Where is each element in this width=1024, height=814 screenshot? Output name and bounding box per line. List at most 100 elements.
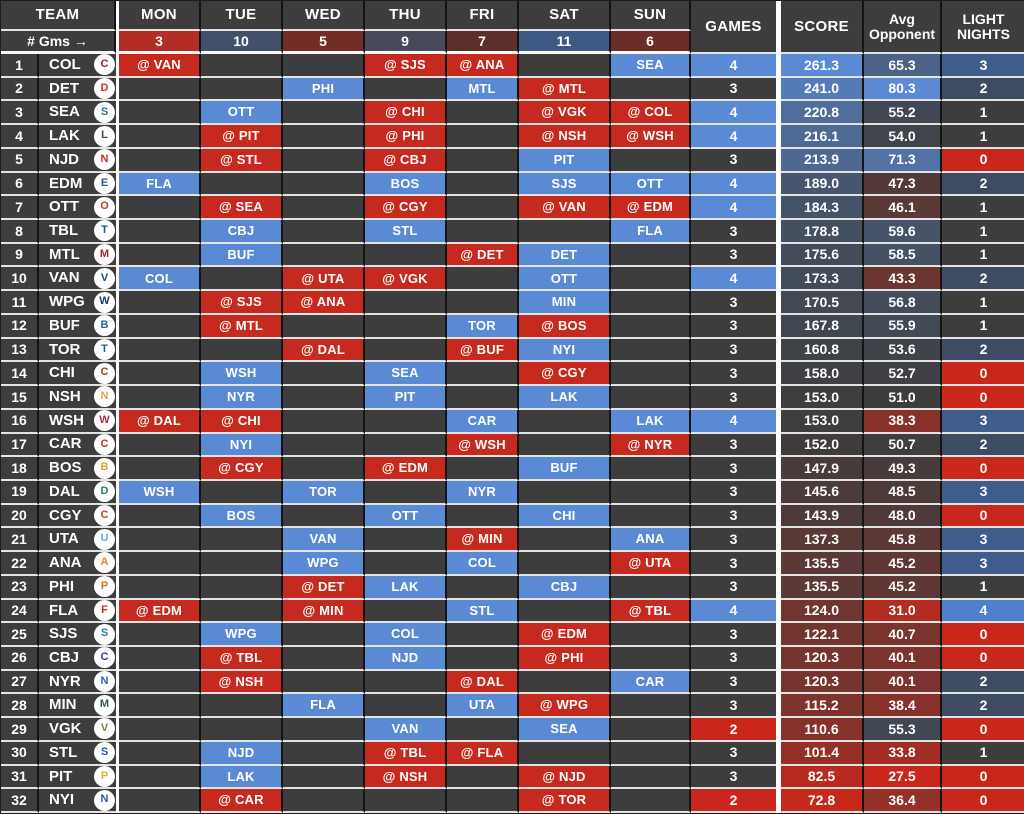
rank-cell: 15 <box>1 386 39 410</box>
day-cell <box>119 433 201 458</box>
day-cell: @ VAN <box>119 54 201 78</box>
column-gap <box>116 1 119 54</box>
day-cell <box>611 243 691 268</box>
team-logo: T <box>94 220 115 242</box>
day-cell <box>447 196 519 221</box>
light-nights-cell: 2 <box>942 694 1024 719</box>
day-cell <box>283 504 365 529</box>
light-nights-cell: 1 <box>942 243 1024 268</box>
team-logo: W <box>94 291 115 313</box>
day-cell <box>283 623 365 647</box>
column-gap <box>776 220 781 244</box>
avg-opponent-cell: 45.2 <box>864 575 942 600</box>
day-cell: @ EDM <box>119 599 201 624</box>
team-logo: D <box>94 78 115 100</box>
light-nights-cell: 2 <box>942 338 1024 363</box>
column-gap <box>116 101 119 126</box>
score-cell: 124.0 <box>781 599 864 624</box>
team-logo: L <box>94 125 115 147</box>
day-cell: @ BOS <box>519 314 611 339</box>
rank-cell: 24 <box>1 599 39 624</box>
light-nights-cell: 2 <box>942 670 1024 695</box>
score-cell: 120.3 <box>781 646 864 671</box>
team-cell: LAK L <box>39 125 116 149</box>
day-cell: WPG <box>283 552 365 576</box>
header-avg-opponent: Avg Opponent <box>864 1 942 54</box>
day-cell: LAK <box>201 765 283 790</box>
team-cell: NYI N <box>39 789 116 813</box>
column-gap <box>116 172 119 197</box>
column-gap <box>776 267 781 292</box>
team-cell: CAR C <box>39 433 116 458</box>
day-cell <box>283 765 365 790</box>
day-cell <box>447 267 519 292</box>
day-cell: CBJ <box>201 220 283 244</box>
column-gap <box>776 718 781 742</box>
team-cell: OTT O <box>39 196 116 221</box>
team-logo: V <box>94 267 115 289</box>
day-cell <box>201 77 283 102</box>
day-cell <box>283 148 365 173</box>
light-nights-cell: 2 <box>942 77 1024 102</box>
day-cell: @ PHI <box>519 646 611 671</box>
games-cell: 3 <box>691 623 776 647</box>
rank-cell: 20 <box>1 504 39 529</box>
team-cell: WSH W <box>39 409 116 434</box>
avg-opponent-cell: 52.7 <box>864 362 942 387</box>
header-thu: THU <box>365 1 447 31</box>
avg-opponent-cell: 33.8 <box>864 741 942 766</box>
day-cell: @ DET <box>447 243 519 268</box>
day-cell: @ CGY <box>365 196 447 221</box>
column-gap <box>776 433 781 458</box>
team-logo: M <box>94 244 115 266</box>
day-cell: SJS <box>519 172 611 197</box>
avg-opponent-cell: 65.3 <box>864 54 942 78</box>
team-logo: C <box>94 505 115 527</box>
day-cell <box>611 575 691 600</box>
day-cell: @ SJS <box>201 291 283 315</box>
rank-cell: 25 <box>1 623 39 647</box>
team-logo: U <box>94 528 115 550</box>
day-cell <box>201 575 283 600</box>
day-cell <box>365 670 447 695</box>
day-cell <box>119 765 201 790</box>
day-cell: @ TBL <box>611 599 691 624</box>
day-cell <box>201 528 283 553</box>
day-cell <box>119 101 201 126</box>
day-cell <box>283 125 365 149</box>
games-cell: 3 <box>691 314 776 339</box>
gms-count-fri: 7 <box>447 31 519 54</box>
day-cell: @ SEA <box>201 196 283 221</box>
column-gap <box>116 575 119 600</box>
score-cell: 173.3 <box>781 267 864 292</box>
column-gap <box>776 504 781 529</box>
day-cell <box>201 267 283 292</box>
team-abbr: DET <box>49 79 79 97</box>
rank-cell: 7 <box>1 196 39 221</box>
day-cell: NJD <box>201 741 283 766</box>
score-cell: 72.8 <box>781 789 864 813</box>
day-cell <box>519 433 611 458</box>
light-nights-cell: 3 <box>942 480 1024 505</box>
team-logo: O <box>94 196 115 218</box>
avg-opponent-cell: 31.0 <box>864 599 942 624</box>
column-gap <box>116 623 119 647</box>
avg-opponent-cell: 54.0 <box>864 125 942 149</box>
games-cell: 3 <box>691 765 776 790</box>
day-cell: @ NYR <box>611 433 691 458</box>
team-abbr: CBJ <box>49 648 80 666</box>
day-cell <box>611 765 691 790</box>
score-cell: 184.3 <box>781 196 864 221</box>
light-nights-cell: 1 <box>942 291 1024 315</box>
column-gap <box>776 670 781 695</box>
games-cell: 3 <box>691 694 776 719</box>
light-nights-cell: 1 <box>942 314 1024 339</box>
rank-cell: 14 <box>1 362 39 387</box>
day-cell: OTT <box>365 504 447 529</box>
column-gap <box>776 552 781 576</box>
team-logo: V <box>94 718 115 740</box>
day-cell: MTL <box>447 77 519 102</box>
avg-opponent-cell: 55.9 <box>864 314 942 339</box>
column-gap <box>776 243 781 268</box>
column-gap <box>116 148 119 173</box>
